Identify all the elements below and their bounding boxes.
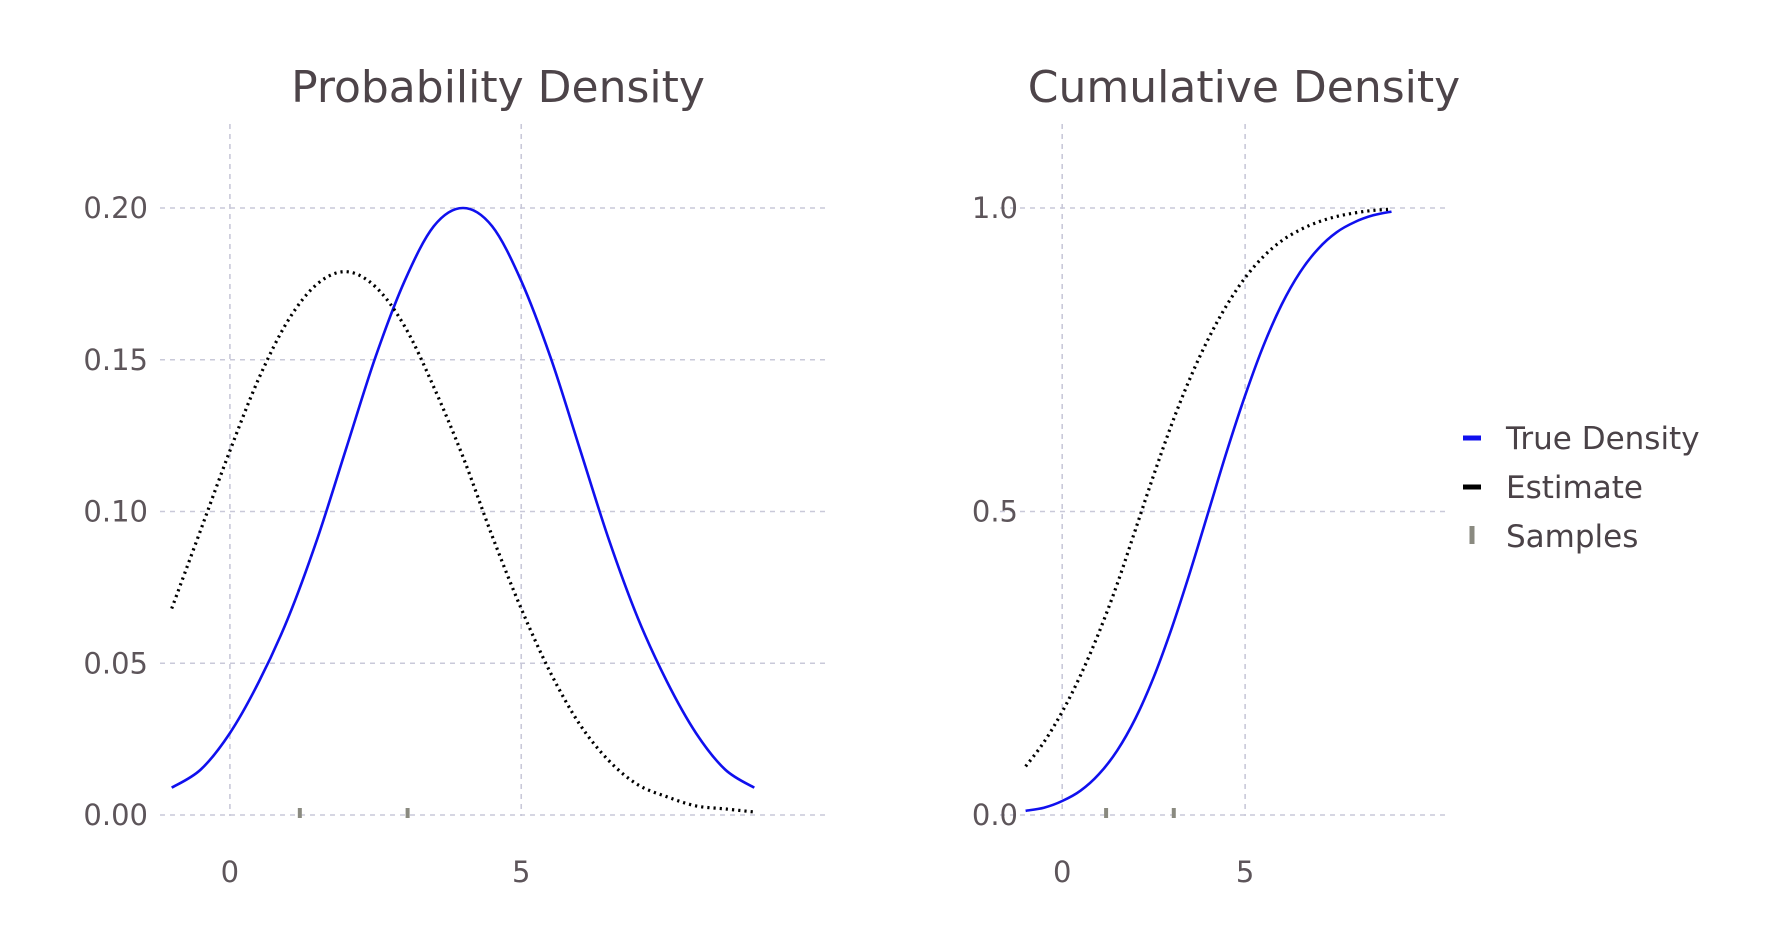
cdf-panel: Cumulative Density 0.0 0.5 1.0 0 5 [972, 62, 1460, 889]
cdf-estimate-line [1024, 207, 1392, 768]
pdf-panel: Probability Density 0.00 0.05 0.10 0.15 0.20… [83, 62, 830, 889]
cdf-y-tick-label: 0.0 [972, 798, 1018, 832]
legend-estimate-label: Estimate [1506, 470, 1643, 506]
pdf-y-tick-label: 0.05 [83, 646, 148, 680]
legend-true-density-label: True Density [1505, 421, 1700, 457]
cdf-x-tick-label: 5 [1236, 855, 1254, 889]
legend-samples-label: Samples [1506, 519, 1638, 555]
pdf-true-density-line [171, 206, 755, 789]
legend: True Density Estimate Samples [1463, 421, 1700, 555]
cdf-chart-title: Cumulative Density [1028, 62, 1460, 113]
cdf-y-tick-label: 1.0 [972, 191, 1018, 225]
pdf-y-tick-label: 0.00 [83, 798, 148, 832]
pdf-estimate-line [170, 270, 755, 814]
pdf-x-tick-label: 5 [512, 855, 530, 889]
pdf-y-tick-label: 0.15 [83, 343, 148, 377]
pdf-chart-title: Probability Density [291, 62, 705, 113]
pdf-y-tick-label: 0.10 [83, 495, 148, 529]
pdf-y-tick-label: 0.20 [83, 191, 148, 225]
cdf-x-tick-label: 0 [1053, 855, 1071, 889]
cdf-true-density-line [1025, 210, 1392, 813]
cdf-y-tick-label: 0.5 [972, 495, 1018, 529]
pdf-x-tick-label: 0 [221, 855, 239, 889]
